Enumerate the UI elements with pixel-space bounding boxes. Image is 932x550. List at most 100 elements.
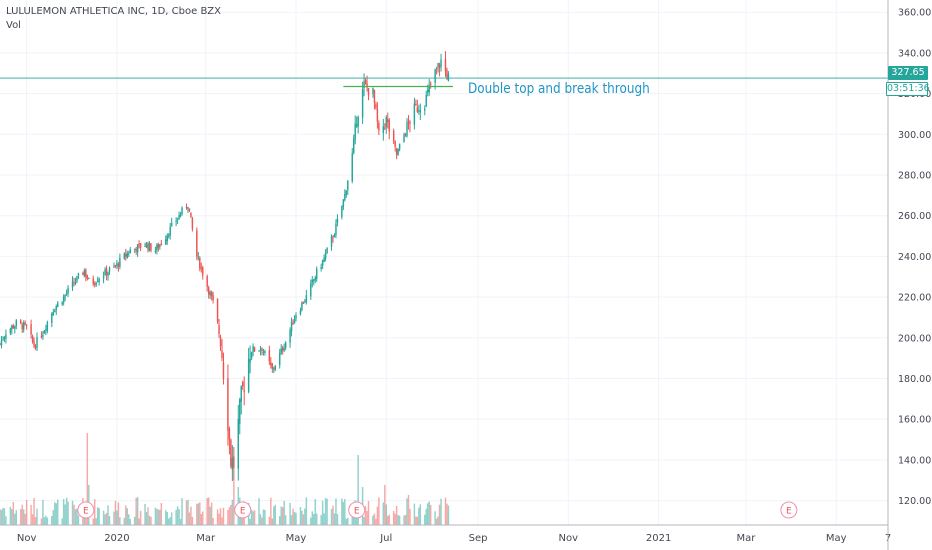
volume-bar <box>15 510 18 525</box>
candle-body <box>222 362 225 380</box>
volume-bar <box>418 507 420 525</box>
candle-body <box>231 457 234 470</box>
chart-legend: LULULEMON ATHLETICA INC, 1D, Cboe BZX Vo… <box>6 5 221 33</box>
candle-body <box>157 244 160 249</box>
volume-bar <box>116 510 118 525</box>
earnings-marker <box>780 501 798 519</box>
volume-bar <box>147 507 149 525</box>
volume-bar <box>301 510 303 525</box>
volume-bar <box>278 516 281 525</box>
volume-bar <box>144 504 146 525</box>
volume-bar <box>31 514 34 525</box>
y-tick-label: 260.00 <box>898 211 931 222</box>
volume-bar <box>293 512 296 525</box>
candle-body <box>0 340 3 346</box>
candle-body <box>397 148 399 155</box>
candle-body <box>366 83 368 88</box>
volume-bar <box>77 515 80 525</box>
candle-body <box>313 279 315 281</box>
candle-body <box>31 336 34 342</box>
candle-body <box>167 235 170 237</box>
volume-bar <box>435 518 438 525</box>
candle-body <box>0 343 1 345</box>
volume-bar <box>313 514 315 525</box>
volume-bar <box>219 508 222 525</box>
volume-bar <box>425 508 427 525</box>
candle-body <box>207 287 210 295</box>
volume-bar <box>43 517 46 525</box>
volume-bar <box>86 433 89 525</box>
volume-bar <box>305 497 308 525</box>
volume-bar <box>33 497 35 525</box>
candle-body <box>233 456 235 468</box>
candle-body <box>262 351 265 353</box>
volume-bar <box>323 513 325 525</box>
candle-body <box>321 260 324 266</box>
candle-body <box>273 368 275 370</box>
candle-body <box>85 269 87 277</box>
x-tick-label: Nov <box>559 533 579 544</box>
volume-bar <box>40 518 43 525</box>
candle-body <box>15 320 18 327</box>
volume-bar <box>341 498 343 525</box>
volume-bar <box>264 509 266 525</box>
candle-body <box>197 256 200 258</box>
earnings-marker-label: E <box>786 507 792 517</box>
candle-body <box>108 267 111 272</box>
candle-body <box>56 302 59 307</box>
volume-bar <box>395 505 398 525</box>
volume-bar <box>102 510 105 525</box>
volume-bar <box>54 502 56 525</box>
x-tick-label: Mar <box>736 533 756 544</box>
candle-body <box>185 206 188 208</box>
volume-bar <box>3 508 6 525</box>
volume-bar <box>366 510 368 525</box>
candle-body <box>290 321 293 332</box>
candle-body <box>199 257 201 269</box>
candle-body <box>361 89 364 118</box>
candlestick-series <box>0 51 450 482</box>
volume-bar <box>253 510 256 525</box>
volume-bar <box>447 505 450 525</box>
volume-bar <box>387 516 389 525</box>
volume-bar <box>419 504 422 525</box>
volume-bar <box>250 509 253 525</box>
volume-bar <box>434 511 436 525</box>
volume-bar <box>108 516 111 525</box>
volume-bar <box>148 515 151 525</box>
candle-body <box>107 272 109 276</box>
volume-bar <box>335 498 337 525</box>
annotation-text[interactable]: Double top and break through <box>468 81 650 97</box>
candle-body <box>351 153 353 182</box>
candle-body <box>258 350 260 352</box>
y-tick-label: 140.00 <box>898 455 931 466</box>
candle-body <box>71 281 74 288</box>
candle-body <box>54 310 56 313</box>
candle-body <box>434 69 436 83</box>
volume-bar <box>175 509 177 525</box>
volume-bar <box>375 518 377 525</box>
candle-body <box>93 283 96 285</box>
candle-body <box>179 214 182 217</box>
candle-body <box>347 180 349 191</box>
volume-bar <box>104 514 106 525</box>
candle-body <box>218 324 220 335</box>
candle-body <box>206 276 208 287</box>
candle-body <box>446 69 448 79</box>
candle-body <box>52 312 55 316</box>
x-tick-label: Jul <box>379 533 392 544</box>
y-tick-label: 120.00 <box>898 496 931 507</box>
candle-body <box>392 130 395 142</box>
volume-bar <box>292 508 294 525</box>
candle-body <box>330 236 333 247</box>
candle-body <box>259 349 262 351</box>
volume-bar <box>160 502 163 525</box>
candle-body <box>12 325 15 329</box>
candle-body <box>178 214 180 220</box>
candle-body <box>104 269 106 276</box>
volume-bar <box>304 508 306 525</box>
volume-bar <box>2 508 4 525</box>
candle-body <box>239 399 241 424</box>
